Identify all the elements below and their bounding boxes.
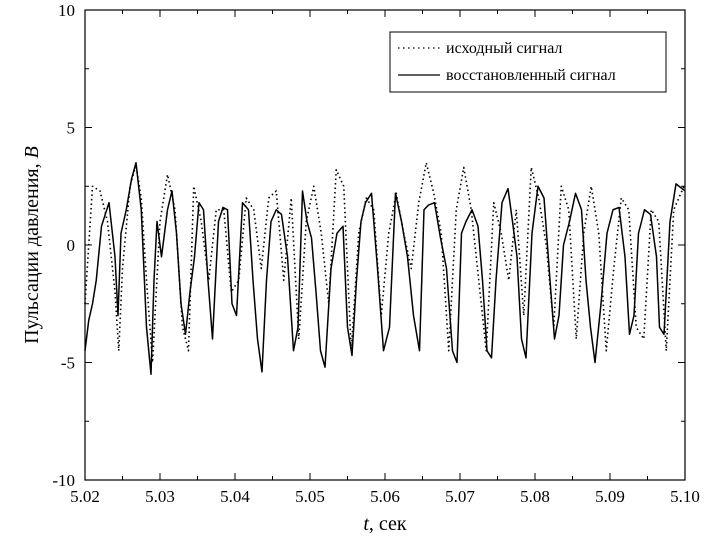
legend-box <box>389 31 667 93</box>
y-tick-label: 5 <box>67 119 76 138</box>
legend-label-original: исходный сигнал <box>446 40 562 57</box>
y-tick-label: 0 <box>67 236 76 255</box>
x-tick-label: 5.04 <box>220 487 250 506</box>
x-tick-label: 5.10 <box>670 487 700 506</box>
axis-ticks <box>84 9 686 481</box>
y-axis-title: Пульсации давления, В <box>21 146 43 344</box>
x-tick-label: 5.03 <box>145 487 175 506</box>
legend: исходный сигнал восстановленный сигнал <box>389 31 667 93</box>
x-tick-label: 5.09 <box>595 487 625 506</box>
x-tick-label: 5.07 <box>445 487 475 506</box>
x-tick-label: 5.06 <box>370 487 400 506</box>
x-axis-title: t, сек <box>363 513 407 535</box>
legend-label-restored: восстановленный сигнал <box>446 67 616 84</box>
x-tick-label: 5.08 <box>520 487 550 506</box>
series-restored-line <box>84 162 686 375</box>
y-tick-label: -10 <box>52 471 75 490</box>
x-tick-label: 5.05 <box>295 487 325 506</box>
series-original-line <box>84 161 686 364</box>
y-tick-label: 10 <box>58 1 75 20</box>
y-tick-label: -5 <box>61 354 75 373</box>
series-layer <box>84 161 686 375</box>
tick-labels: 5.02 5.03 5.04 5.05 5.06 5.07 5.08 5.09 5.10 -10 -… <box>52 1 700 506</box>
x-tick-label: 5.02 <box>70 487 100 506</box>
